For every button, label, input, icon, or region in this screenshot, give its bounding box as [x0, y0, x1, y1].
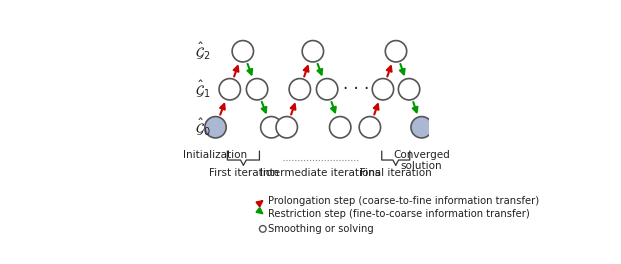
Text: $\hat{\mathcal{G}}_2$: $\hat{\mathcal{G}}_2$ — [196, 40, 211, 62]
Text: Initialization: Initialization — [183, 150, 248, 160]
Text: $\hat{\mathcal{G}}_0$: $\hat{\mathcal{G}}_0$ — [196, 116, 211, 138]
Circle shape — [219, 79, 240, 100]
Text: First iteration: First iteration — [209, 168, 278, 178]
Circle shape — [385, 41, 407, 62]
Circle shape — [260, 225, 266, 232]
Text: Intermediate iterations: Intermediate iterations — [260, 168, 381, 178]
Text: Converged
solution: Converged solution — [393, 150, 450, 171]
Text: · · ·: · · · — [343, 80, 369, 98]
Circle shape — [411, 117, 432, 138]
Text: Prolongation step (coarse-to-fine information transfer): Prolongation step (coarse-to-fine inform… — [268, 196, 540, 206]
Circle shape — [302, 41, 324, 62]
Circle shape — [261, 117, 282, 138]
Text: Smoothing or solving: Smoothing or solving — [268, 224, 374, 234]
Text: Restriction step (fine-to-coarse information transfer): Restriction step (fine-to-coarse informa… — [268, 209, 530, 219]
Circle shape — [359, 117, 381, 138]
Text: $\hat{\mathcal{G}}_1$: $\hat{\mathcal{G}}_1$ — [196, 78, 211, 100]
Circle shape — [232, 41, 253, 62]
Circle shape — [247, 79, 268, 100]
Circle shape — [276, 117, 297, 138]
Circle shape — [330, 117, 351, 138]
Circle shape — [398, 79, 420, 100]
Circle shape — [205, 117, 226, 138]
Circle shape — [372, 79, 394, 100]
Circle shape — [317, 79, 338, 100]
Text: Final iteration: Final iteration — [360, 168, 432, 178]
Circle shape — [289, 79, 310, 100]
